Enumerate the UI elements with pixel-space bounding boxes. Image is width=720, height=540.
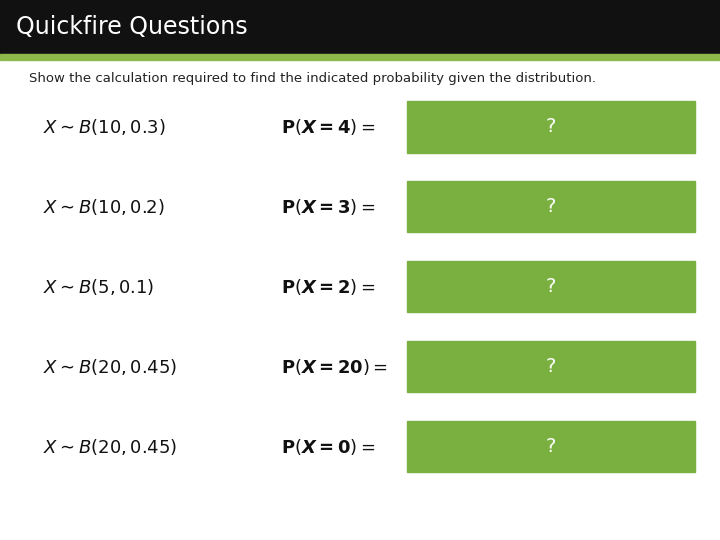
Text: $X{\sim}B(10,0.2)$: $X{\sim}B(10,0.2)$ xyxy=(43,197,165,217)
Bar xyxy=(407,421,695,472)
Text: ?: ? xyxy=(546,197,556,217)
Text: $X{\sim}B(10,0.3)$: $X{\sim}B(10,0.3)$ xyxy=(43,117,166,137)
Text: ?: ? xyxy=(546,277,556,296)
Text: ?: ? xyxy=(546,437,556,456)
Bar xyxy=(407,181,695,232)
Text: $X{\sim}B(20,0.45)$: $X{\sim}B(20,0.45)$ xyxy=(43,356,177,377)
Bar xyxy=(407,341,695,392)
Text: $X{\sim}B(5,0.1)$: $X{\sim}B(5,0.1)$ xyxy=(43,276,155,297)
Text: $\mathbf{P}(\boldsymbol{X=3})=$: $\mathbf{P}(\boldsymbol{X=3})=$ xyxy=(281,197,375,217)
Text: ?: ? xyxy=(546,117,556,137)
Text: Show the calculation required to find the indicated probability given the distri: Show the calculation required to find th… xyxy=(29,72,596,85)
Bar xyxy=(0,0,720,54)
Text: $\mathbf{P}(\boldsymbol{X=4})=$: $\mathbf{P}(\boldsymbol{X=4})=$ xyxy=(281,117,375,137)
Text: $\mathbf{P}(\boldsymbol{X=20})=$: $\mathbf{P}(\boldsymbol{X=20})=$ xyxy=(281,356,387,377)
Text: Quickfire Questions: Quickfire Questions xyxy=(16,15,248,39)
Text: $X{\sim}B(20,0.45)$: $X{\sim}B(20,0.45)$ xyxy=(43,436,177,457)
Bar xyxy=(407,102,695,152)
Text: $\mathbf{P}(\boldsymbol{X=0})=$: $\mathbf{P}(\boldsymbol{X=0})=$ xyxy=(281,436,375,457)
Bar xyxy=(0,54,720,60)
Text: ?: ? xyxy=(546,357,556,376)
Bar xyxy=(407,261,695,312)
Text: $\mathbf{P}(\boldsymbol{X=2})=$: $\mathbf{P}(\boldsymbol{X=2})=$ xyxy=(281,276,375,297)
